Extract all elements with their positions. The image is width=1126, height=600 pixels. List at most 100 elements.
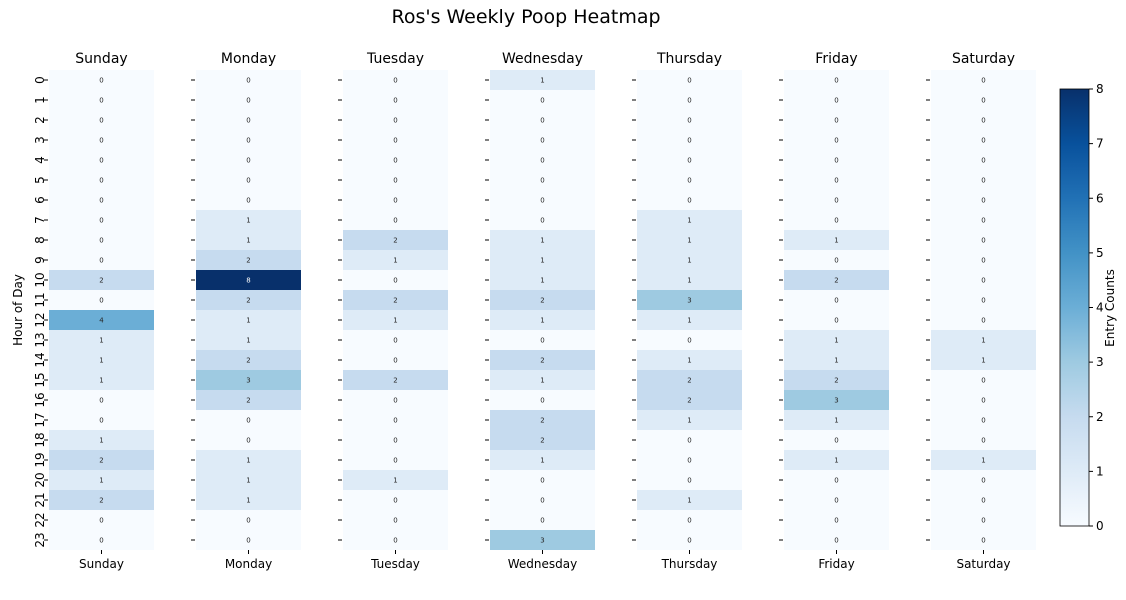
- panel-monday: Monday 0 0 0 0 0 0 0 1 1 2 8 2 1 1 2 3 2 0 0 1 1 1 0 0 Monday: [191, 51, 301, 571]
- cell-value-label: 1: [540, 317, 544, 325]
- heatmap-cell: [490, 410, 595, 430]
- heatmap-cell: [637, 250, 742, 270]
- panel-saturday: Saturday 0 0 0 0 0 0 0 0 0 0 0 0 0 1 1 0 0 0 0 1 0 0 0 0 Saturday: [926, 51, 1036, 571]
- cell-value-label: 2: [99, 457, 103, 465]
- heatmap-cell: [931, 70, 1036, 90]
- heatmap-cell: [490, 490, 595, 510]
- heatmap-cell: [931, 210, 1036, 230]
- cell-value-label: 1: [246, 457, 250, 465]
- heatmap-cell: [49, 210, 154, 230]
- cell-value-label: 1: [246, 337, 250, 345]
- panel-tuesday: Tuesday 0 0 0 0 0 0 0 0 2 1 0 2 1 0 0 2 0 0 0 0 1 0 0 0 Tuesday: [338, 51, 448, 571]
- cell-value-label: 2: [540, 297, 544, 305]
- hour-tick-label: 0: [33, 76, 47, 84]
- cell-value-label: 0: [540, 337, 544, 345]
- cell-value-label: 1: [393, 317, 397, 325]
- panel-title: Saturday: [952, 51, 1015, 67]
- cell-value-label: 1: [687, 417, 691, 425]
- heatmap-cell: [637, 70, 742, 90]
- heatmap-cell: [784, 210, 889, 230]
- cell-value-label: 2: [99, 497, 103, 505]
- heatmap-cell: [49, 470, 154, 490]
- heatmap-cell: [343, 70, 448, 90]
- cell-value-label: 8: [246, 277, 250, 285]
- cell-value-label: 0: [99, 97, 103, 105]
- cell-value-label: 0: [834, 257, 838, 265]
- cell-value-label: 0: [99, 117, 103, 125]
- heatmap-cell: [196, 330, 301, 350]
- cell-value-label: 0: [834, 517, 838, 525]
- heatmap-cell: [784, 310, 889, 330]
- cell-value-label: 1: [687, 357, 691, 365]
- panel-thursday: Thursday 0 0 0 0 0 0 0 1 1 1 1 3 1 0 1 2 2 1 0 0 0 1 0 0 Thursday: [632, 51, 742, 571]
- cell-value-label: 0: [393, 437, 397, 445]
- cell-value-label: 0: [393, 337, 397, 345]
- cell-value-label: 0: [981, 397, 985, 405]
- cell-value-label: 0: [246, 177, 250, 185]
- hour-tick-label: 14: [33, 352, 47, 367]
- cell-value-label: 2: [246, 357, 250, 365]
- heatmap-cell: [49, 430, 154, 450]
- heatmap-cell: [196, 190, 301, 210]
- heatmap-cell: [931, 410, 1036, 430]
- heatmap-cell: [490, 70, 595, 90]
- heatmap-cell: [637, 110, 742, 130]
- heatmap-cell: [49, 250, 154, 270]
- cell-value-label: 0: [246, 117, 250, 125]
- heatmap-cell: [784, 90, 889, 110]
- colorbar: 0 1 2 3 4 5 6 7 8: [1059, 82, 1104, 533]
- cell-value-label: 1: [687, 277, 691, 285]
- heatmap-cell: [490, 450, 595, 470]
- cell-value-label: 0: [540, 397, 544, 405]
- heatmap-cell: [490, 310, 595, 330]
- cell-value-label: 0: [981, 157, 985, 165]
- heatmap-cell: [196, 290, 301, 310]
- heatmap-cell: [343, 430, 448, 450]
- hour-tick-label: 21: [33, 492, 47, 507]
- cell-value-label: 0: [687, 517, 691, 525]
- heatmap-cell: [931, 270, 1036, 290]
- heatmap-cell: [343, 370, 448, 390]
- cell-value-label: 0: [540, 477, 544, 485]
- cell-value-label: 3: [687, 297, 691, 305]
- heatmap-cell: [490, 210, 595, 230]
- day-tick-label: Friday: [818, 557, 854, 571]
- heatmap-cell: [490, 170, 595, 190]
- heatmap-cell: [490, 390, 595, 410]
- heatmap-cell: [784, 330, 889, 350]
- heatmap-cell: [49, 490, 154, 510]
- cell-value-label: 0: [246, 417, 250, 425]
- heatmap-cell: [490, 90, 595, 110]
- heatmap-cell: [931, 530, 1036, 550]
- hour-tick-label: 20: [33, 472, 47, 487]
- cell-value-label: 0: [540, 517, 544, 525]
- cell-value-label: 0: [393, 97, 397, 105]
- heatmap-cell: [931, 290, 1036, 310]
- heatmap-cell: [784, 430, 889, 450]
- cell-value-label: 0: [981, 97, 985, 105]
- cell-value-label: 2: [834, 277, 838, 285]
- heatmap-cell: [931, 450, 1036, 470]
- cell-value-label: 1: [687, 317, 691, 325]
- cell-value-label: 2: [246, 297, 250, 305]
- cell-value-label: 0: [981, 297, 985, 305]
- heatmap-cell: [490, 290, 595, 310]
- heatmap-cell: [931, 370, 1036, 390]
- heatmap-cell: [637, 310, 742, 330]
- heatmap-cell: [490, 110, 595, 130]
- cell-value-label: 0: [393, 497, 397, 505]
- heatmap-cell: [343, 350, 448, 370]
- heatmap-cell: [343, 530, 448, 550]
- cell-value-label: 1: [687, 217, 691, 225]
- cell-value-label: 2: [99, 277, 103, 285]
- cell-value-label: 0: [393, 197, 397, 205]
- heatmap-cell: [490, 130, 595, 150]
- heatmap-cell: [637, 510, 742, 530]
- heatmap-cell: [784, 510, 889, 530]
- cell-value-label: 0: [540, 157, 544, 165]
- cell-value-label: 0: [981, 377, 985, 385]
- heatmap-cell: [49, 330, 154, 350]
- cell-value-label: 0: [99, 137, 103, 145]
- heatmap-cell: [343, 410, 448, 430]
- cell-value-label: 0: [393, 397, 397, 405]
